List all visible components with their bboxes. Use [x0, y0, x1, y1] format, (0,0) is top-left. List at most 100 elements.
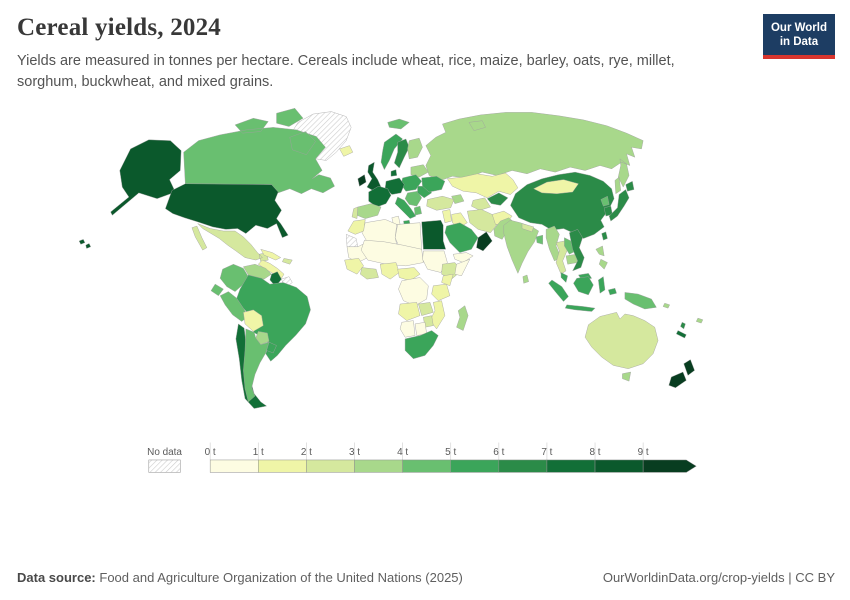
region-papua-new-guinea[interactable]	[624, 292, 657, 310]
page-title: Cereal yields, 2024	[17, 14, 222, 41]
region-madagascar[interactable]	[456, 305, 469, 331]
region-alaska[interactable]	[110, 139, 182, 216]
region-denmark[interactable]	[390, 169, 398, 177]
footer-link[interactable]: OurWorldinData.org/crop-yields | CC BY	[602, 570, 835, 585]
region-bangladesh[interactable]	[535, 234, 543, 245]
chart-footer: Data source: Food and Agriculture Organi…	[17, 570, 835, 585]
legend-tick-label: 5 t	[445, 447, 456, 458]
region-uruguay[interactable]	[266, 341, 277, 354]
region-finland[interactable]	[407, 137, 423, 160]
region-tunisia[interactable]	[391, 215, 401, 225]
legend-bin-5[interactable]	[450, 459, 500, 473]
region-new-caledonia[interactable]	[676, 330, 687, 339]
region-mozambique[interactable]	[429, 300, 446, 330]
legend-tick-label: 6 t	[493, 447, 504, 458]
region-turkmenistan[interactable]	[471, 197, 491, 211]
region-nepal[interactable]	[521, 223, 534, 233]
region-norway[interactable]	[380, 133, 403, 170]
region-cameroon[interactable]	[397, 267, 421, 282]
region-north-korea[interactable]	[600, 195, 610, 207]
region-uzbekistan[interactable]	[487, 192, 509, 206]
region-zambia[interactable]	[418, 302, 434, 316]
region-caucasus[interactable]	[451, 194, 465, 204]
region-somalia[interactable]	[454, 259, 470, 277]
legend-bin-9-arrow[interactable]	[642, 459, 697, 473]
region-mongolia[interactable]	[533, 179, 579, 194]
region-iceland[interactable]	[339, 145, 354, 157]
region-oman[interactable]	[476, 231, 493, 252]
legend-tick-label: 9 t	[638, 447, 649, 458]
region-ghana-cote[interactable]	[360, 267, 379, 280]
map-legend: No data 0 t 1 t 2 t 3 t 4 t 5 t 6 t 7 t …	[147, 442, 697, 473]
region-sahel[interactable]	[360, 239, 424, 267]
region-senegal-guinea[interactable]	[344, 258, 364, 275]
region-taiwan[interactable]	[601, 231, 608, 241]
region-usa[interactable]	[165, 183, 289, 238]
region-cuba[interactable]	[260, 249, 281, 261]
region-hispaniola[interactable]	[282, 258, 293, 265]
region-south-africa[interactable]	[404, 330, 439, 359]
region-indonesia[interactable]	[548, 276, 617, 312]
region-baltics-belarus[interactable]	[410, 164, 429, 178]
region-paraguay[interactable]	[255, 331, 270, 345]
region-western-sahara[interactable]	[345, 234, 359, 248]
region-argentina[interactable]	[243, 328, 270, 403]
region-yemen[interactable]	[452, 252, 474, 263]
region-morocco[interactable]	[347, 219, 366, 235]
region-namibia[interactable]	[399, 320, 416, 338]
region-tasmania[interactable]	[622, 371, 631, 382]
region-saudi-arabia[interactable]	[444, 222, 479, 253]
region-new-zealand[interactable]	[668, 359, 695, 389]
legend-bin-8[interactable]	[594, 459, 644, 473]
region-ecuador[interactable]	[210, 283, 224, 296]
region-sudan[interactable]	[422, 250, 448, 273]
region-spain[interactable]	[356, 203, 382, 219]
legend-bin-2[interactable]	[306, 459, 355, 473]
footer-source-text: Food and Agriculture Organization of the…	[99, 570, 463, 585]
region-drc[interactable]	[398, 277, 429, 306]
region-india[interactable]	[503, 220, 539, 274]
region-sri-lanka[interactable]	[522, 274, 529, 284]
region-nigeria[interactable]	[380, 262, 400, 280]
logo-line-2: in Data	[779, 36, 819, 49]
legend-bin-0[interactable]	[209, 459, 259, 473]
region-russia[interactable]	[425, 112, 644, 194]
region-ireland[interactable]	[357, 174, 367, 187]
region-france[interactable]	[368, 186, 392, 208]
region-mexico[interactable]	[191, 223, 269, 262]
region-vanuatu[interactable]	[680, 322, 686, 330]
region-kenya[interactable]	[441, 273, 454, 286]
region-levant[interactable]	[442, 209, 452, 223]
legend-tick-label: 0 t	[205, 447, 216, 458]
region-greece[interactable]	[414, 205, 422, 216]
world-choropleth-map: No data 0 t 1 t 2 t 3 t 4 t 5 t 6 t 7 t …	[78, 108, 704, 473]
legend-no-data-swatch[interactable]	[148, 459, 181, 473]
region-egypt[interactable]	[421, 220, 446, 250]
region-kazakhstan[interactable]	[447, 172, 519, 199]
legend-tick-label: 1 t	[253, 447, 264, 458]
region-ukraine[interactable]	[421, 176, 446, 193]
region-canada[interactable]	[183, 108, 335, 194]
region-sweden[interactable]	[394, 138, 410, 169]
region-hawaii[interactable]	[78, 239, 91, 249]
region-australia[interactable]	[584, 312, 659, 369]
region-svalbard[interactable]	[387, 118, 410, 130]
footer-source: Data source: Food and Agriculture Organi…	[17, 570, 463, 585]
region-angola[interactable]	[398, 302, 421, 321]
region-portugal[interactable]	[351, 206, 359, 219]
legend-bin-1[interactable]	[258, 459, 307, 473]
region-solomon-fiji[interactable]	[662, 302, 704, 324]
region-turkey[interactable]	[426, 195, 455, 211]
region-bolivia[interactable]	[243, 309, 264, 332]
region-vietnam[interactable]	[569, 229, 585, 272]
legend-bin-6[interactable]	[498, 459, 548, 473]
legend-tick-label: 7 t	[541, 447, 552, 458]
legend-bin-7[interactable]	[546, 459, 596, 473]
legend-bin-3[interactable]	[354, 459, 403, 473]
region-japan[interactable]	[608, 181, 635, 222]
region-philippines[interactable]	[595, 245, 608, 270]
region-tanzania[interactable]	[431, 283, 451, 301]
legend-bin-4[interactable]	[402, 459, 451, 473]
region-iran[interactable]	[467, 209, 498, 233]
